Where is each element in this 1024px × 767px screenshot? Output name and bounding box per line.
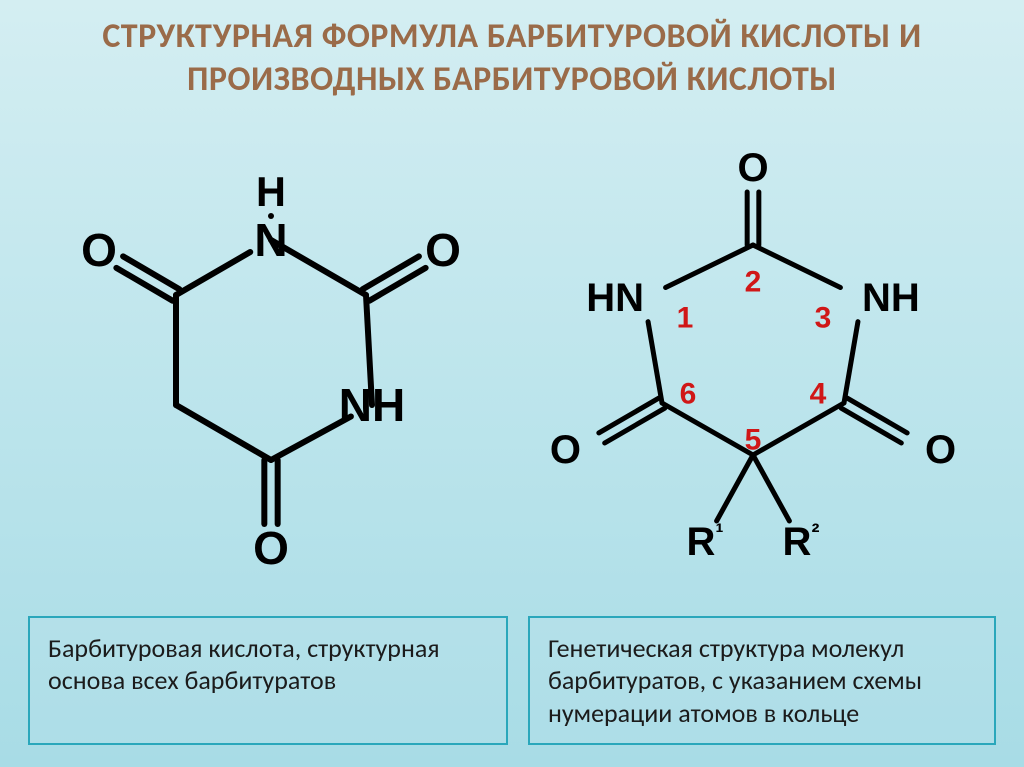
barbituric-acid-diagram: NH O NH O O <box>51 130 491 580</box>
structure-right: O HN NH O O R¹ R² 2 1 3 6 4 5 <box>533 140 973 570</box>
caption-right: Генетическая структура молекул барбитура… <box>528 616 996 746</box>
svg-text:O: O <box>550 428 581 472</box>
svg-text:R²: R² <box>783 519 820 565</box>
svg-text:O: O <box>81 224 117 276</box>
svg-text:2: 2 <box>745 266 762 299</box>
structures-row: NH O NH O O O HN NH O O R¹ R² 2 1 3 6 4 5 <box>0 109 1024 602</box>
structure-left: NH O NH O O <box>51 130 491 580</box>
svg-text:4: 4 <box>810 378 827 411</box>
svg-text:R¹: R¹ <box>687 519 724 565</box>
svg-text:O: O <box>925 428 956 472</box>
svg-text:3: 3 <box>815 302 832 335</box>
caption-left: Барбитуровая кислота, структурная основа… <box>28 616 508 746</box>
svg-text:O: O <box>253 522 289 574</box>
svg-text:1: 1 <box>677 302 694 335</box>
svg-text:O: O <box>737 146 768 190</box>
captions-row: Барбитуровая кислота, структурная основа… <box>0 602 1024 767</box>
svg-text:O: O <box>425 224 461 276</box>
slide-title: СТРУКТУРНАЯ ФОРМУЛА БАРБИТУРОВОЙ КИСЛОТЫ… <box>0 0 1024 109</box>
svg-text:HN: HN <box>586 276 644 320</box>
svg-text:H: H <box>256 169 286 215</box>
svg-text:6: 6 <box>680 378 697 411</box>
svg-text:N: N <box>254 214 287 266</box>
svg-text:NH: NH <box>862 276 920 320</box>
svg-text:5: 5 <box>745 424 762 457</box>
barbiturate-generic-diagram: O HN NH O O R¹ R² 2 1 3 6 4 5 <box>533 140 973 570</box>
svg-text:NH: NH <box>339 379 405 431</box>
